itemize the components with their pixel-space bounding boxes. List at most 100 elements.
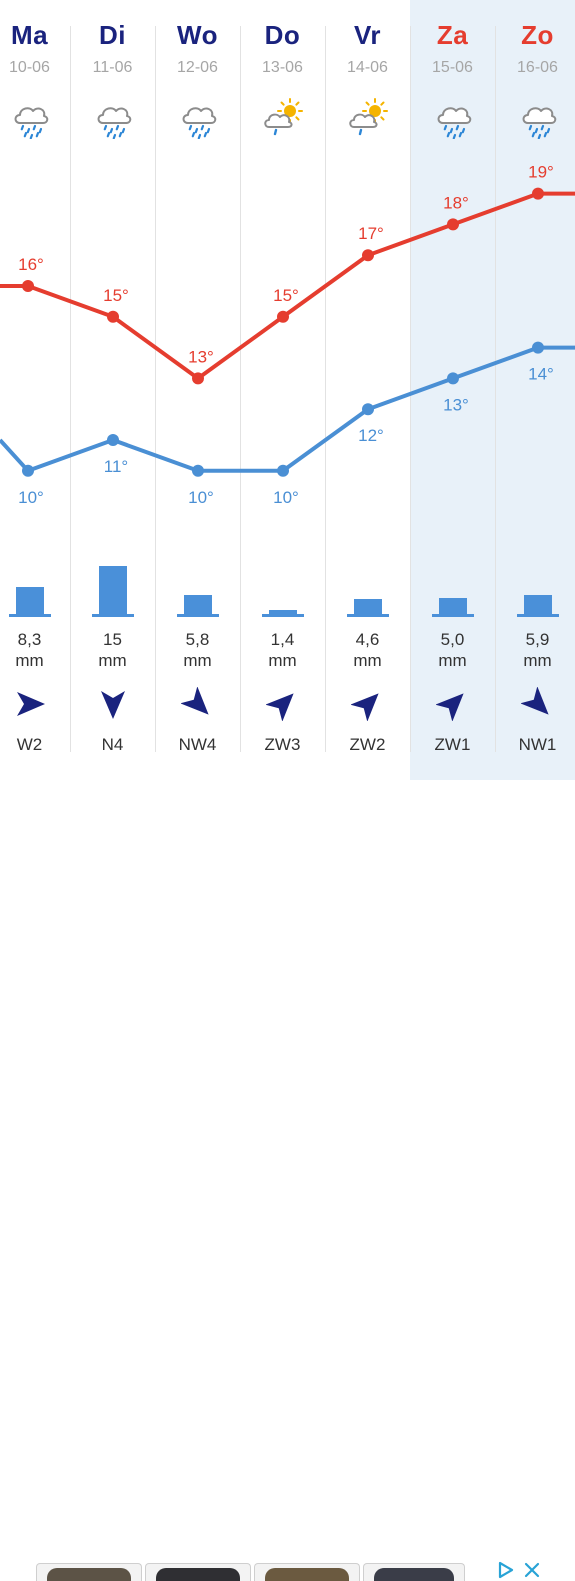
day-name: Wo	[177, 20, 218, 50]
day-name: Ma	[10, 20, 49, 50]
day-name: Vr	[353, 20, 382, 50]
rain-bar	[523, 595, 552, 614]
wind-label: ZW1	[434, 735, 471, 754]
rain-unit: mm	[15, 651, 44, 670]
wind-direction-icon	[435, 693, 464, 721]
day-column-za[interactable]: Za 15-06 5,0 mm ZW1	[410, 0, 495, 780]
ad-choices-icon[interactable]	[495, 1560, 515, 1580]
day-date: 12-06	[177, 59, 218, 76]
wind-direction-icon	[265, 693, 294, 721]
rain-bar	[98, 566, 127, 614]
column-divider	[240, 26, 241, 752]
temperature-label: 12°	[358, 426, 384, 445]
temperature-point	[532, 187, 544, 200]
rain-icon	[182, 107, 216, 139]
temperature-label: 15°	[103, 286, 129, 305]
wind-label: ZW3	[264, 735, 301, 754]
day-name: Zo	[521, 20, 554, 50]
day-date: 16-06	[517, 59, 558, 76]
temperature-point	[532, 341, 544, 354]
close-icon[interactable]	[522, 1560, 542, 1580]
temperature-point	[277, 310, 289, 323]
rain-amount: 15	[103, 630, 122, 649]
wind-label: W2	[16, 735, 43, 754]
temperature-label: 13°	[188, 347, 214, 366]
ad-thumbnail[interactable]	[36, 1563, 142, 1581]
day-date: 11-06	[92, 59, 133, 76]
rain-icon	[522, 107, 556, 139]
temperature-label: 19°	[528, 163, 554, 182]
temperature-chart: 16° 15° 13° 15° 17° 18° 19° 10° 11° 10° 10° 12° 13° 1…	[0, 163, 575, 507]
day-date: 13-06	[262, 59, 303, 76]
rain-bar	[353, 599, 382, 614]
column-divider	[410, 26, 411, 752]
ad-thumbnail[interactable]	[363, 1563, 465, 1581]
wind-label: NW4	[178, 735, 217, 754]
rain-bar	[183, 595, 212, 614]
wind-direction-icon	[350, 693, 379, 721]
temperature-point	[447, 372, 459, 385]
sun-rain-icon	[263, 98, 303, 136]
rain-amount: 8,3	[17, 630, 42, 649]
day-name: Di	[99, 20, 126, 50]
rain-unit: mm	[268, 651, 297, 670]
rain-bar-base	[91, 614, 134, 617]
rain-bar	[15, 587, 44, 614]
temperature-label: 14°	[528, 365, 554, 384]
day-column-vr[interactable]: Vr 14-06 4,6 mm ZW2	[325, 0, 410, 780]
wind-label: ZW2	[349, 735, 386, 754]
rain-bar	[268, 609, 297, 614]
temperature-label: 16°	[18, 255, 44, 274]
wind-label: N4	[101, 735, 124, 754]
wind-label: NW1	[518, 735, 557, 754]
temperature-label: 10°	[273, 488, 299, 507]
ad-banner[interactable]	[0, 780, 575, 1581]
ad-thumbnail[interactable]	[254, 1563, 360, 1581]
rain-icon	[437, 107, 471, 139]
sun-rain-icon	[348, 98, 388, 136]
rain-unit: mm	[523, 651, 552, 670]
rain-unit: mm	[353, 651, 382, 670]
wind-direction-icon	[100, 691, 125, 719]
temperature-point	[192, 372, 204, 385]
wind-direction-icon	[180, 687, 209, 715]
day-column-zo[interactable]: Zo 16-06 5,9 mm NW1	[495, 0, 575, 780]
temperature-point	[22, 464, 34, 477]
rain-amount: 5,9	[525, 630, 550, 649]
temperature-point	[362, 249, 374, 262]
rain-bar-base	[261, 614, 304, 617]
rain-bar-base	[431, 614, 474, 617]
temperature-point	[192, 464, 204, 477]
temperature-label: 11°	[104, 457, 128, 476]
temperature-label: 15°	[273, 286, 299, 305]
day-column-do[interactable]: Do 13-06 1,4 mm ZW3	[240, 0, 325, 780]
rain-amount: 5,0	[440, 630, 465, 649]
column-divider	[495, 26, 496, 752]
temperature-label: 13°	[443, 395, 469, 414]
rain-bar-base	[8, 614, 51, 617]
rain-amount: 4,6	[355, 630, 380, 649]
day-date: 14-06	[347, 59, 388, 76]
temperature-label: 17°	[358, 224, 384, 243]
wind-direction-icon	[16, 692, 45, 716]
temperature-point	[107, 434, 119, 446]
day-date: 15-06	[432, 59, 473, 76]
column-divider	[325, 26, 326, 752]
column-divider	[155, 26, 156, 752]
day-column-ma[interactable]: Ma 10-06 8,3 mm W2	[0, 0, 72, 780]
temperature-label: 10°	[188, 488, 214, 507]
rain-amount: 5,8	[185, 630, 210, 649]
ad-thumbnail[interactable]	[145, 1563, 251, 1581]
temperature-point	[22, 280, 34, 292]
day-column-di[interactable]: Di 11-06 15 mm N4	[70, 0, 155, 780]
rain-bar-base	[346, 614, 389, 617]
wind-direction-icon	[520, 687, 549, 715]
day-date: 10-06	[9, 59, 50, 76]
temperature-point	[447, 218, 459, 231]
day-name: Za	[436, 20, 469, 50]
rain-unit: mm	[183, 651, 212, 670]
rain-unit: mm	[98, 651, 127, 670]
rain-unit: mm	[438, 651, 467, 670]
day-column-wo[interactable]: Wo 12-06 5,8 mm NW4	[155, 0, 240, 780]
temperature-label: 18°	[443, 193, 469, 212]
